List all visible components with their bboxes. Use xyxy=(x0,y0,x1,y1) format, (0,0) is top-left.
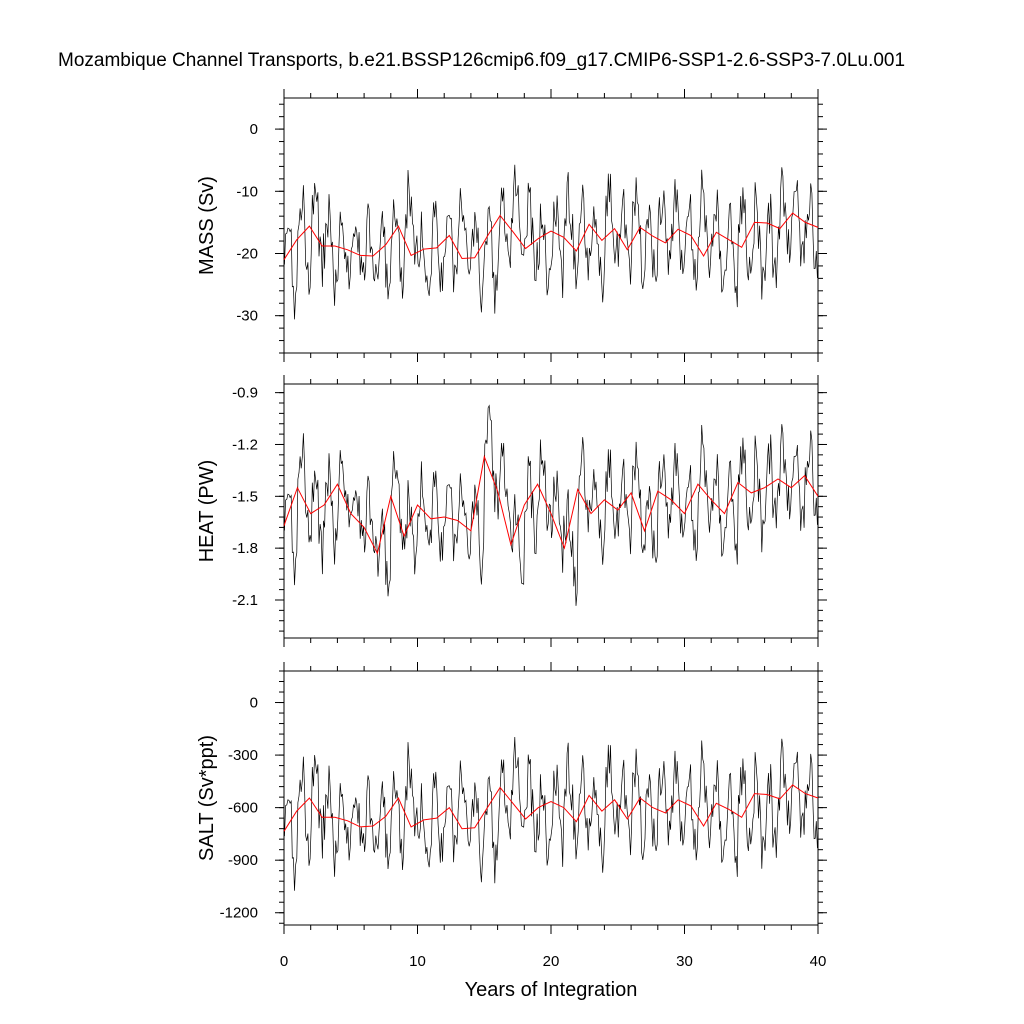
y-tick-label: -600 xyxy=(228,800,258,817)
y-axis-label: SALT (Sv*ppt) xyxy=(196,735,218,861)
monthly-series-line xyxy=(284,164,818,320)
y-tick-label: -10 xyxy=(236,183,258,200)
chart-title: Mozambique Channel Transports, b.e21.BSS… xyxy=(58,50,905,71)
panel-frame xyxy=(283,97,819,354)
y-tick-label: -20 xyxy=(236,245,258,262)
monthly-series-line xyxy=(284,736,818,891)
panel-salt: 0 -300 -600 -900 -1200 SALT (Sv*ppt) 0 10 20 30 40 xyxy=(196,662,827,970)
annual-mean-line xyxy=(283,784,819,832)
annual-mean-line xyxy=(283,212,819,260)
y-axis-label: MASS (Sv) xyxy=(196,176,218,275)
y-tick-label: -1.2 xyxy=(232,436,258,453)
y-tick-label: 0 xyxy=(250,695,258,712)
x-tick-label: 30 xyxy=(676,953,693,970)
x-tick-label: 0 xyxy=(280,953,288,970)
panel-heat: -0.9 -1.2 -1.5 -1.8 -2.1 HEAT (PW) xyxy=(196,375,827,647)
x-axis-label: Years of Integration xyxy=(465,979,638,1001)
y-tick-label: -300 xyxy=(228,747,258,764)
panel-mass: 0 -10 -20 -30 MASS (Sv) xyxy=(196,89,827,362)
x-tick-label: 40 xyxy=(810,953,827,970)
y-tick-label: -0.9 xyxy=(232,385,258,402)
x-tick-label: 20 xyxy=(543,953,560,970)
y-tick-label: -2.1 xyxy=(232,592,258,609)
chart-panels: 0 -10 -20 -30 MASS (Sv) -0.9 -1.2 -1.5 -1.8 -2.1 H… xyxy=(196,89,827,970)
y-tick-label: -1.5 xyxy=(232,488,258,505)
monthly-series-line xyxy=(284,404,818,606)
panel-frame xyxy=(283,670,819,926)
annual-mean-line xyxy=(283,454,819,555)
y-tick-label: -30 xyxy=(236,308,258,325)
x-tick-label: 10 xyxy=(409,953,426,970)
y-tick-label: -1200 xyxy=(220,905,258,922)
y-axis-label: HEAT (PW) xyxy=(196,460,218,563)
y-tick-label: -900 xyxy=(228,852,258,869)
y-tick-label: -1.8 xyxy=(232,540,258,557)
y-tick-label: 0 xyxy=(250,121,258,138)
